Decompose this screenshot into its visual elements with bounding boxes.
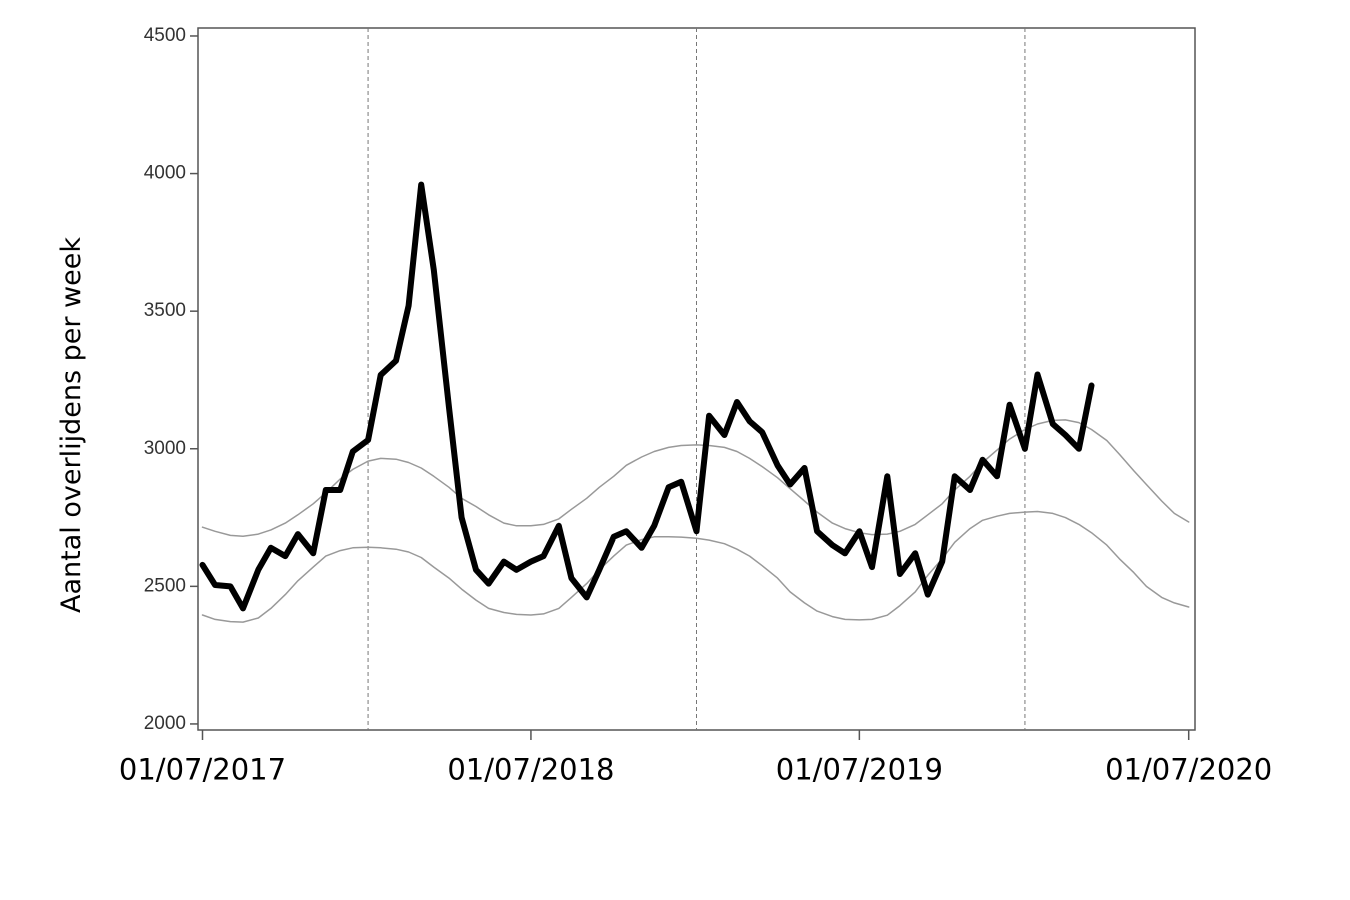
x-tick-label: 01/07/2018 <box>447 753 614 787</box>
y-tick-label: 4000 <box>144 163 186 184</box>
data-line <box>199 181 1095 612</box>
y-tick-label: 3000 <box>144 438 186 459</box>
y-tick-label: 2000 <box>144 713 186 734</box>
data-line <box>201 419 1190 538</box>
y-axis-label: Aantal overlijdens per week <box>56 237 87 613</box>
data-line <box>201 510 1190 623</box>
y-tick-label: 2500 <box>144 575 186 596</box>
y-tick-label: 3500 <box>144 300 186 321</box>
y-tick-label: 4500 <box>144 25 186 46</box>
x-tick-label: 01/07/2017 <box>119 753 286 787</box>
x-tick-label: 01/07/2019 <box>776 753 943 787</box>
x-tick-label: 01/07/2020 <box>1105 753 1272 787</box>
